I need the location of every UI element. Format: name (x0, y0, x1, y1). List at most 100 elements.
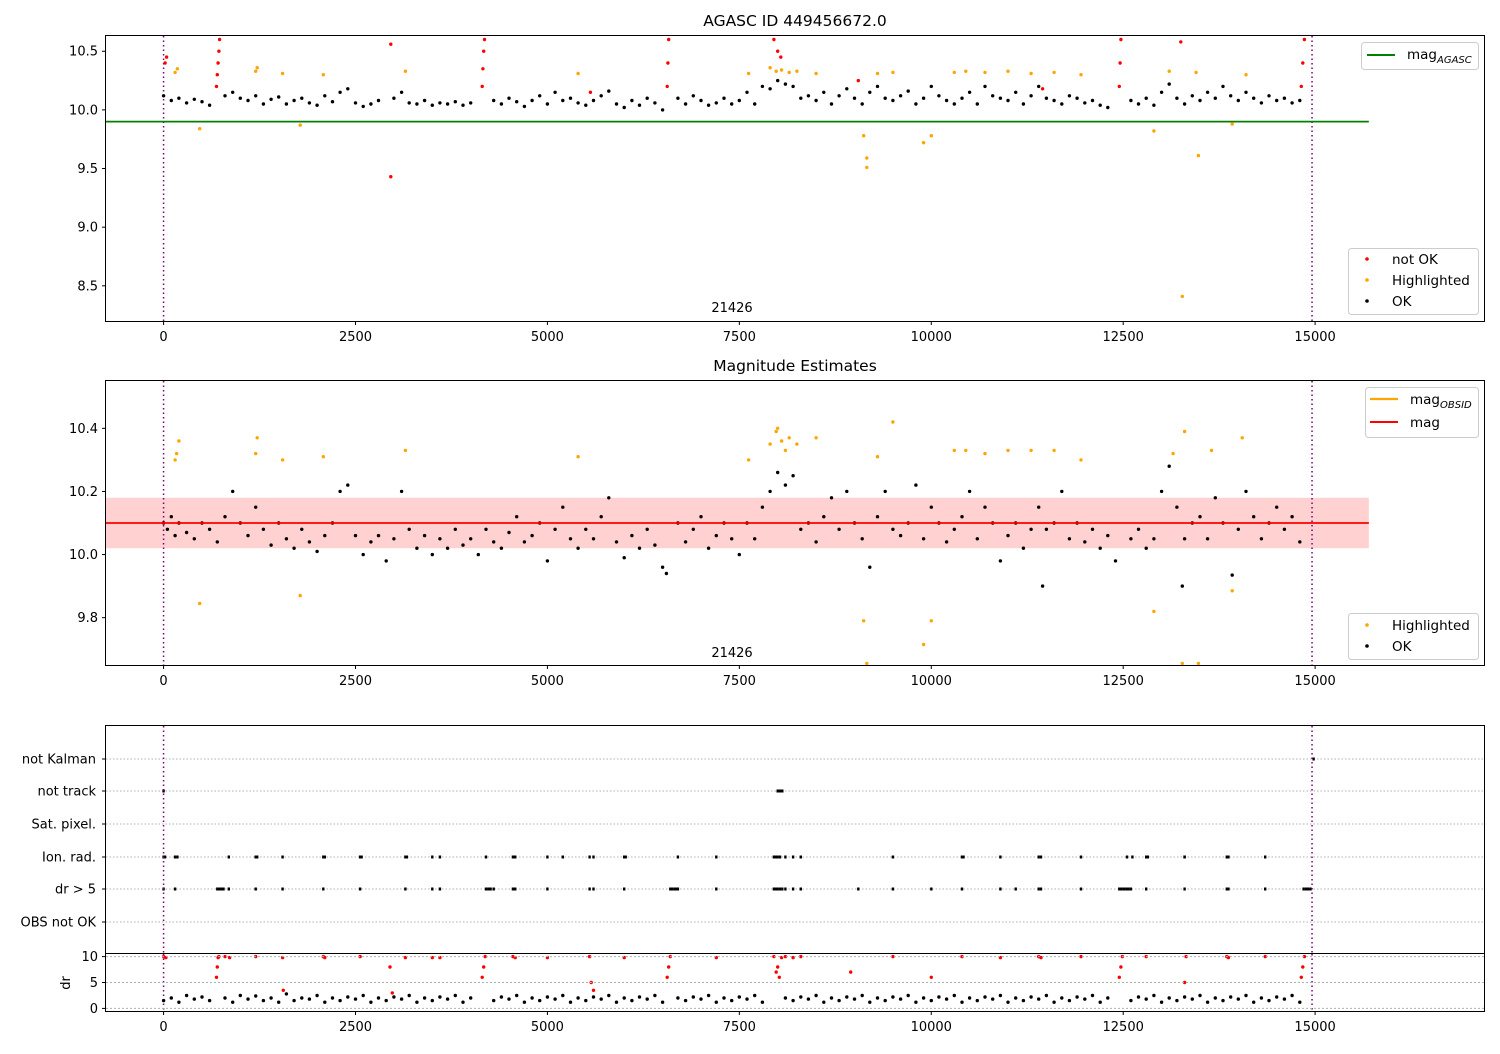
highlighted-point (862, 134, 866, 138)
ok-point (783, 996, 788, 1000)
ok-point (169, 515, 173, 519)
not-ok-point (481, 67, 485, 71)
ok-point (438, 101, 442, 105)
highlighted-point (1196, 153, 1201, 158)
ok-point (469, 996, 473, 1000)
y-tick-label: 10.0 (69, 548, 98, 563)
ok-point (561, 98, 565, 103)
x-tick-label: 5000 (531, 330, 564, 345)
ok-point (676, 96, 680, 100)
not-ok-point (389, 42, 393, 46)
ok-point (292, 998, 296, 1003)
ok-point (369, 102, 373, 106)
flag-mark (781, 789, 784, 793)
ok-point (937, 995, 941, 999)
ok-point (561, 505, 565, 509)
ok-point (1244, 993, 1248, 998)
highlighted-point (576, 455, 580, 459)
ok-point (284, 537, 289, 541)
ok-point (1290, 515, 1294, 519)
panel-agasc-plot-area (106, 36, 1369, 321)
ok-point (392, 96, 396, 100)
ok-point (944, 98, 949, 103)
not-ok-point (772, 954, 776, 959)
highlighted-point (768, 66, 772, 70)
ok-point (430, 103, 434, 107)
flag-mark (588, 887, 591, 891)
ok-point (607, 993, 611, 998)
ok-point (453, 100, 457, 104)
ok-point (845, 87, 849, 91)
flag-mark (676, 887, 680, 891)
flag-mark (857, 887, 860, 891)
ok-point (1230, 573, 1234, 577)
ok-point (1298, 98, 1302, 103)
flag-mark (1227, 855, 1230, 859)
not-ok-point (390, 991, 394, 995)
ok-point (591, 537, 596, 541)
ok-point (845, 995, 849, 999)
highlighted-point (795, 69, 799, 73)
flag-mark (676, 855, 680, 859)
ok-point (184, 101, 189, 105)
ok-point (1040, 584, 1045, 588)
ok-point (284, 102, 289, 106)
not-ok-point (776, 965, 780, 969)
ok-point (1029, 94, 1033, 98)
flag-mark (1014, 887, 1017, 891)
flag-mark (511, 855, 515, 859)
panel-agasc-line-legend: magAGASC (1361, 42, 1479, 70)
ok-point (776, 470, 780, 475)
highlighted-point (776, 426, 780, 430)
highlighted-point (891, 420, 895, 424)
ok-point (338, 90, 342, 95)
flag-mark (431, 855, 434, 859)
not-ok-point (1040, 87, 1045, 91)
ok-point (453, 527, 457, 531)
ok-point (967, 90, 972, 95)
ok-point (553, 997, 557, 1001)
ok-point (300, 527, 304, 531)
not-ok-point (1301, 965, 1305, 969)
y-tick-label: 10.2 (69, 485, 98, 500)
ok-point (983, 995, 987, 999)
ok-point (476, 552, 480, 557)
highlighted-point (774, 429, 778, 434)
x-tick-label: 10000 (911, 1020, 952, 1035)
ok-point (1113, 559, 1118, 563)
flag-mark (930, 887, 933, 891)
ok-point (223, 996, 227, 1000)
highlighted-point (1152, 129, 1156, 133)
highlighted-point (1052, 70, 1056, 75)
ok-point (699, 515, 703, 519)
ok-point (445, 102, 450, 106)
flag-mark (799, 887, 802, 891)
ok-point (422, 996, 427, 1000)
legend-mag-label: mag (1410, 415, 1440, 431)
flag-mark (772, 887, 776, 891)
highlighted-point (1171, 451, 1175, 456)
ok-point (614, 102, 619, 106)
ok-point (1182, 995, 1187, 999)
ok-point (630, 998, 634, 1003)
ok-point (852, 96, 857, 100)
legend-highlighted-marker (1365, 623, 1369, 627)
highlighted-point (1209, 448, 1214, 453)
ok-point (906, 993, 910, 998)
x-tick-label: 12500 (1103, 1020, 1144, 1035)
ok-point (315, 993, 319, 998)
ok-point (215, 540, 219, 544)
ok-point (353, 533, 358, 538)
flag-mark (776, 789, 779, 793)
ok-point (1106, 996, 1110, 1000)
ok-point (1098, 1000, 1102, 1004)
ok-point (1152, 103, 1156, 107)
ok-point (338, 998, 342, 1003)
highlighted-point (298, 593, 302, 598)
panel-dr: 0 5 10 0 2500 5000 7500 10000 12500 15000 dr (59, 950, 1485, 1035)
flag-mark (492, 887, 495, 891)
ok-point (507, 96, 511, 100)
ok-point (399, 997, 404, 1001)
ok-point (883, 998, 887, 1003)
ok-point (1052, 1000, 1056, 1004)
